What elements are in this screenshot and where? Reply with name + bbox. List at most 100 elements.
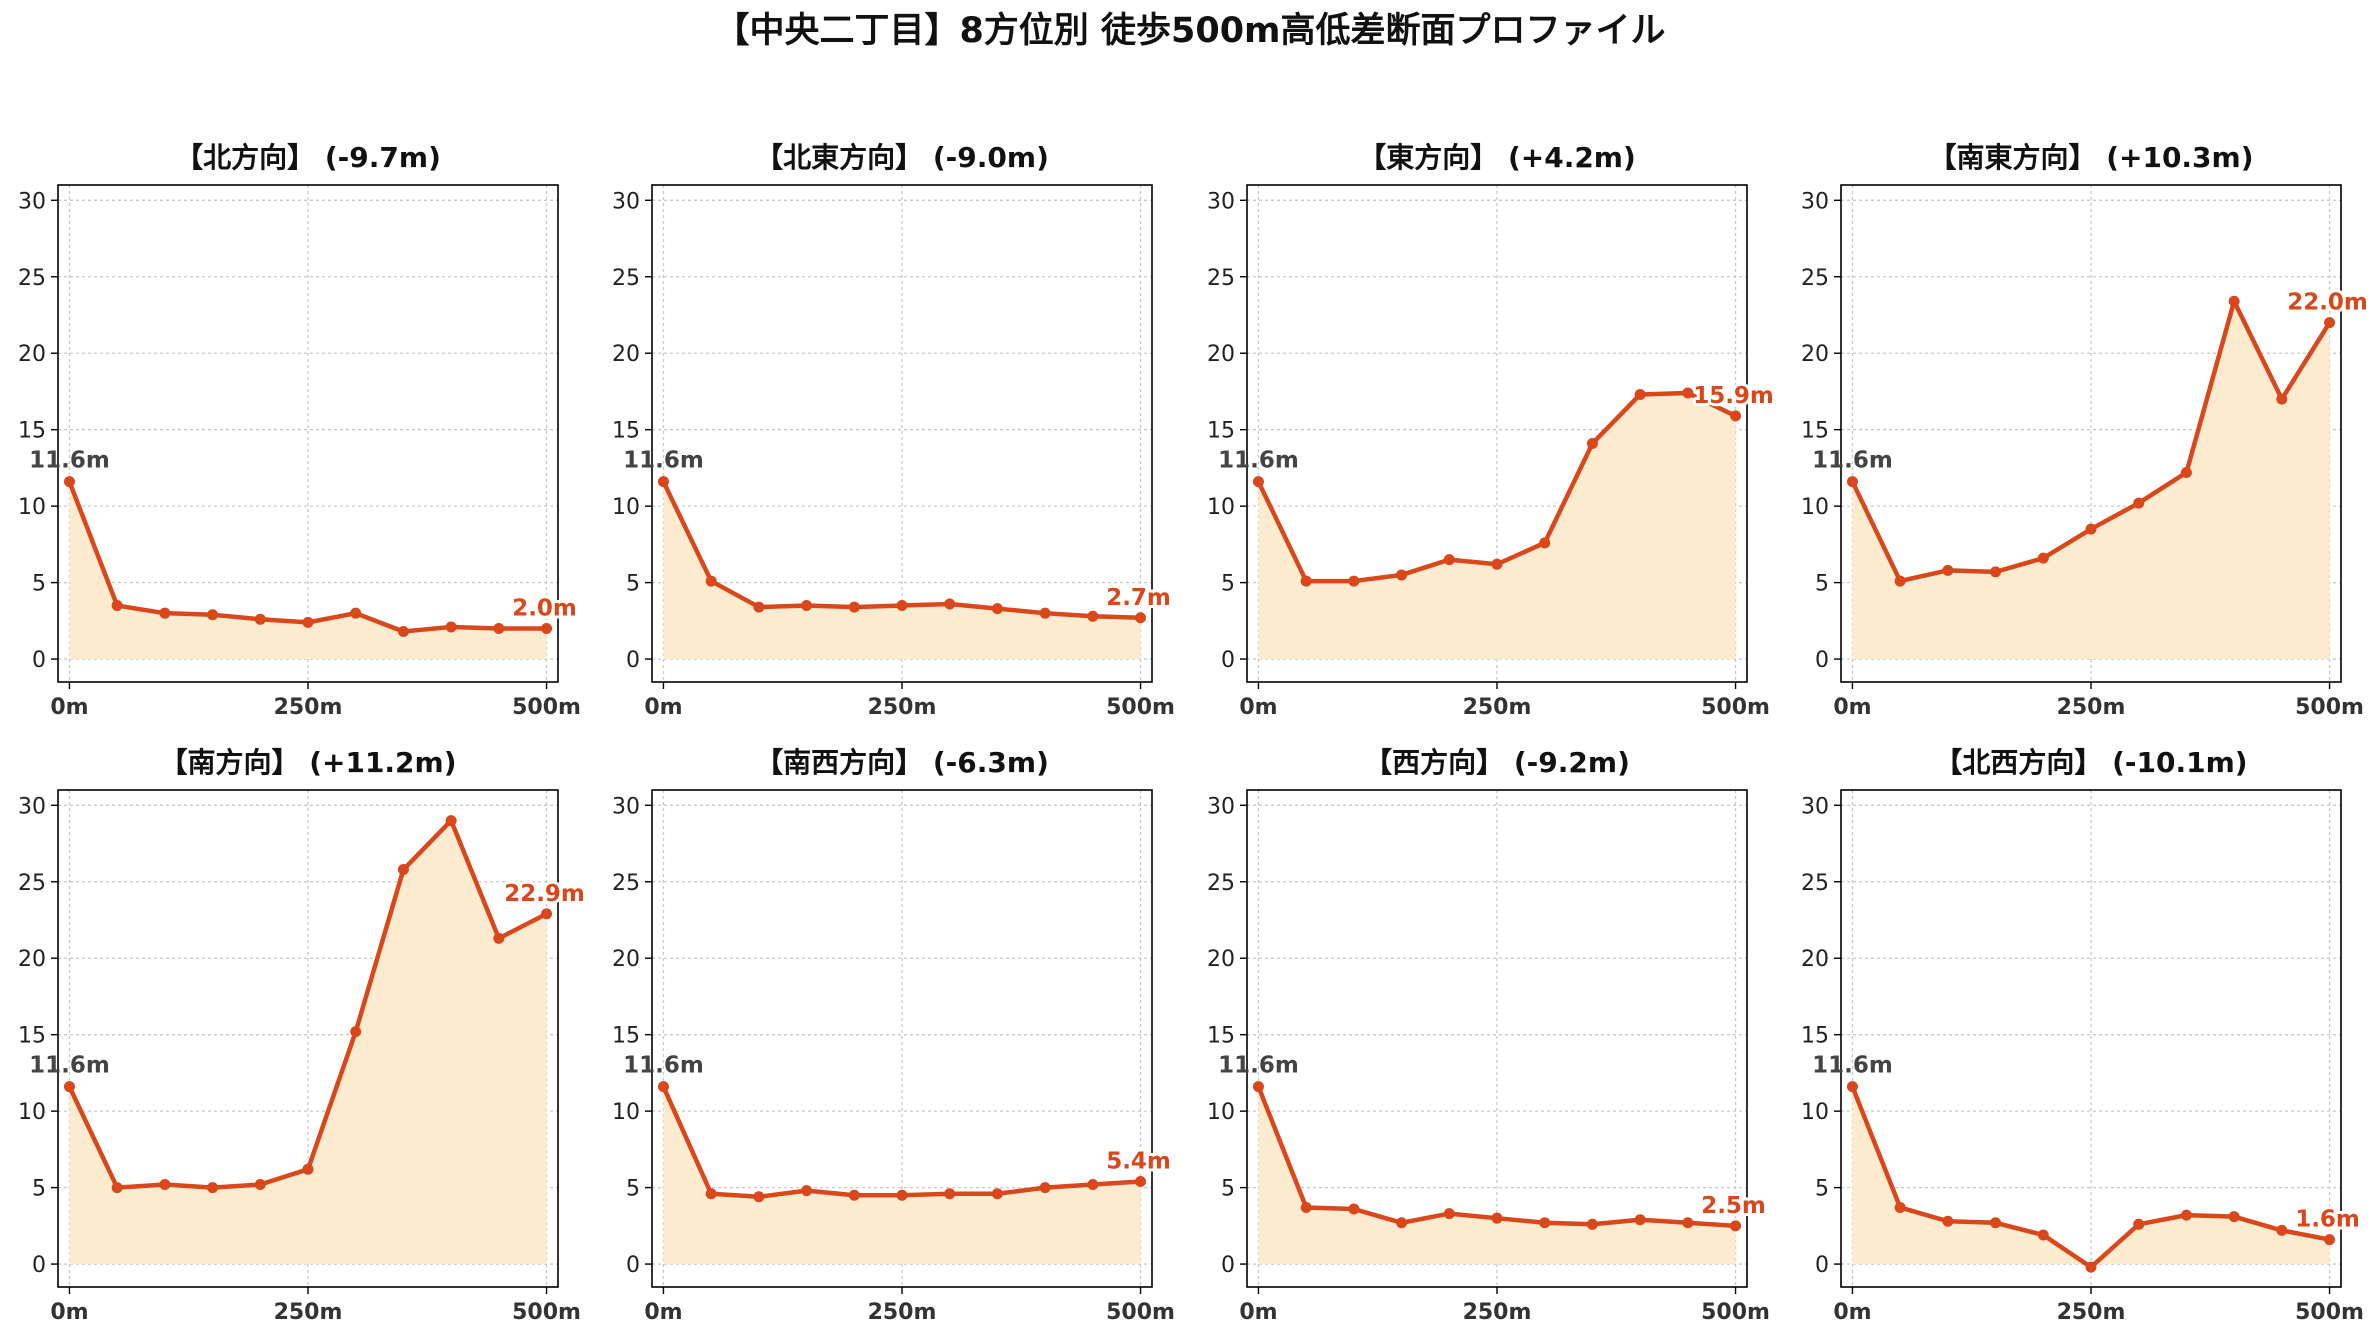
- subplot-title: 【北西方向】 (-10.1m): [1934, 746, 2247, 779]
- data-point: [801, 1185, 813, 1197]
- data-point: [1039, 1182, 1051, 1194]
- x-tick-label: 250m: [1463, 695, 1532, 720]
- data-point: [254, 1179, 266, 1191]
- data-point: [2037, 552, 2049, 564]
- end-elevation-label: 1.6m: [2295, 1207, 2360, 1233]
- data-point: [1846, 476, 1858, 488]
- y-tick-label: 5: [1221, 572, 1235, 597]
- data-point: [207, 609, 219, 621]
- data-point: [2180, 466, 2192, 478]
- x-tick-label: 0m: [644, 1300, 682, 1325]
- data-point: [1846, 1081, 1858, 1093]
- end-elevation-label: 22.9m: [504, 881, 585, 907]
- data-point: [1539, 537, 1551, 549]
- subplot-title: 【北東方向】 (-9.0m): [755, 141, 1049, 174]
- data-point: [1634, 1214, 1646, 1226]
- data-point: [541, 908, 553, 920]
- data-point: [1894, 1201, 1906, 1213]
- data-point: [1990, 1217, 2002, 1229]
- y-tick-label: 25: [18, 266, 46, 291]
- data-point: [159, 607, 171, 619]
- elevation-area: [663, 1086, 1141, 1265]
- data-point: [2133, 1218, 2145, 1230]
- y-tick-label: 0: [1221, 1253, 1235, 1278]
- data-point: [1252, 476, 1264, 488]
- data-point: [541, 622, 553, 634]
- y-tick-label: 20: [1207, 342, 1235, 367]
- y-tick-label: 10: [18, 1100, 46, 1125]
- x-tick-label: 0m: [50, 695, 88, 720]
- data-point: [302, 616, 314, 628]
- y-tick-label: 10: [1207, 495, 1235, 520]
- data-point: [1586, 437, 1598, 449]
- end-elevation-label-halo: 1.6m: [2295, 1207, 2360, 1233]
- subplot-title: 【東方向】 (+4.2m): [1358, 141, 1636, 174]
- data-point: [1135, 612, 1147, 624]
- y-tick-label: 20: [1801, 947, 1829, 972]
- x-tick-label: 250m: [2057, 695, 2126, 720]
- y-tick-label: 15: [18, 419, 46, 444]
- y-tick-label: 20: [1801, 342, 1829, 367]
- data-point: [1682, 387, 1694, 399]
- y-tick-label: 15: [1801, 419, 1829, 444]
- end-elevation-label: 2.7m: [1106, 585, 1171, 611]
- data-point: [2276, 393, 2288, 405]
- elevation-area: [1258, 392, 1736, 660]
- y-tick-label: 15: [1801, 1024, 1829, 1049]
- data-point: [1443, 1208, 1455, 1220]
- data-point: [1894, 575, 1906, 587]
- y-tick-label: 25: [1801, 871, 1829, 896]
- data-point: [1730, 1220, 1742, 1232]
- data-point: [705, 1188, 717, 1200]
- x-tick-label: 0m: [644, 695, 682, 720]
- y-tick-label: 10: [1801, 1100, 1829, 1125]
- y-tick-label: 25: [1207, 266, 1235, 291]
- y-tick-label: 0: [32, 1253, 46, 1278]
- y-tick-label: 0: [32, 648, 46, 673]
- elevation-area: [69, 820, 547, 1265]
- data-point: [944, 598, 956, 610]
- data-point: [2085, 523, 2097, 535]
- x-tick-label: 500m: [2295, 695, 2364, 720]
- data-point: [111, 1182, 123, 1194]
- y-tick-label: 0: [626, 648, 640, 673]
- y-tick-label: 30: [1207, 794, 1235, 819]
- end-elevation-label-halo: 15.9m: [1693, 383, 1774, 409]
- end-elevation-label-halo: 22.9m: [504, 881, 585, 907]
- y-tick-label: 5: [32, 572, 46, 597]
- y-tick-label: 25: [1801, 266, 1829, 291]
- y-tick-label: 5: [626, 1177, 640, 1202]
- data-point: [2276, 1224, 2288, 1236]
- x-tick-label: 250m: [868, 695, 937, 720]
- elevation-area: [1258, 1086, 1736, 1265]
- data-point: [896, 1189, 908, 1201]
- end-elevation-label-halo: 2.7m: [1106, 585, 1171, 611]
- y-tick-label: 5: [32, 1177, 46, 1202]
- data-point: [1135, 1175, 1147, 1187]
- subplot-title: 【南西方向】 (-6.3m): [755, 746, 1049, 779]
- data-point: [302, 1163, 314, 1175]
- start-elevation-label: 11.6m: [29, 1053, 110, 1079]
- end-elevation-label: 2.0m: [512, 595, 577, 621]
- data-point: [111, 600, 123, 612]
- y-tick-label: 20: [18, 342, 46, 367]
- data-point: [657, 1081, 669, 1093]
- data-point: [1348, 1203, 1360, 1215]
- x-tick-label: 500m: [512, 695, 581, 720]
- start-elevation-label: 11.6m: [623, 448, 704, 474]
- start-elevation-label: 11.6m: [1218, 1053, 1299, 1079]
- data-point: [2324, 317, 2336, 329]
- data-point: [1942, 564, 1954, 576]
- x-tick-label: 0m: [1833, 1300, 1871, 1325]
- x-tick-label: 500m: [512, 1300, 581, 1325]
- y-tick-label: 20: [612, 342, 640, 367]
- data-point: [991, 603, 1003, 615]
- data-point: [1730, 410, 1742, 422]
- y-tick-label: 30: [612, 794, 640, 819]
- data-point: [1087, 610, 1099, 622]
- y-tick-label: 10: [1801, 495, 1829, 520]
- x-tick-label: 500m: [1106, 695, 1175, 720]
- data-point: [1990, 566, 2002, 578]
- end-elevation-label-halo: 2.5m: [1701, 1193, 1766, 1219]
- data-point: [1586, 1218, 1598, 1230]
